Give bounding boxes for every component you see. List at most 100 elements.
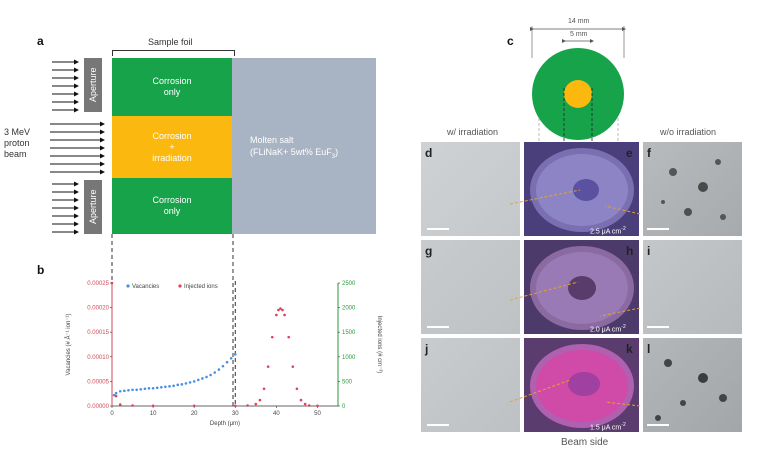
- panel-label-b: b: [37, 263, 45, 277]
- vacancy-point: [168, 385, 171, 388]
- y-right-tick-label: 1000: [342, 355, 356, 361]
- panel-label-j: j: [425, 342, 429, 356]
- irr-line3: irradiation: [152, 152, 192, 163]
- vacancy-point: [192, 380, 196, 383]
- y-right-tick-label: 2500: [342, 281, 356, 287]
- with-irradiation-label: w/ irradiation: [447, 127, 499, 137]
- panel-label-a: a: [37, 34, 44, 48]
- sample-foil-bracket: [112, 50, 235, 56]
- injected-ion-point: [295, 387, 299, 391]
- vacancy-point: [229, 356, 233, 360]
- y-left-tick-label: 0.00020: [87, 306, 109, 312]
- panel-label-g: g: [425, 244, 433, 258]
- vacancy-point: [196, 378, 200, 382]
- injected-ion-point: [307, 404, 311, 407]
- injected-ion-point: [233, 404, 237, 408]
- molten-salt-line1: Molten salt: [250, 135, 294, 145]
- injected-ion-point: [275, 313, 278, 317]
- panel-label-f: f: [647, 146, 651, 160]
- beam-arrows: [50, 59, 105, 235]
- injected-ion-point: [270, 335, 274, 339]
- y-axis-label-right: Injected ions (# cm⁻³): [376, 316, 382, 374]
- legend-marker: [126, 284, 130, 288]
- outer-dim-label: 14 mm: [568, 18, 590, 25]
- injected-ion-point: [118, 403, 122, 406]
- beam-label-line1: 3 MeV: [4, 127, 31, 137]
- vacancy-point: [135, 388, 138, 392]
- photo-e: [524, 142, 639, 236]
- injected-ion-point: [151, 404, 155, 408]
- vacancy-point: [184, 382, 188, 385]
- injected-ion-point: [299, 398, 303, 402]
- x-tick-label: 20: [191, 411, 198, 417]
- x-tick-label: 50: [314, 411, 321, 417]
- irr-line1: Corrosion: [152, 130, 192, 141]
- y-right-tick-label: 500: [342, 379, 353, 385]
- vacancy-point: [127, 388, 130, 392]
- y-right-tick-label: 2000: [342, 306, 356, 312]
- panel-label-k: k: [626, 342, 633, 356]
- legend-label: Injected ions: [184, 284, 218, 290]
- micrograph-j: [421, 338, 520, 432]
- current-e-text: 2.5 μA cm: [590, 228, 622, 236]
- vacancy-point: [217, 368, 221, 371]
- current-k-text: 1.5 μA cm: [590, 424, 622, 432]
- vacancy-point: [123, 389, 126, 393]
- current-h-label: 2.0 μA cm-2: [590, 324, 626, 333]
- vacancy-point: [143, 387, 147, 391]
- y-left-tick-label: 0.00005: [87, 379, 109, 385]
- scale-bar-i: [647, 326, 669, 328]
- scale-bar-l: [647, 424, 669, 426]
- injected-ion-point: [110, 281, 114, 285]
- micrograph-f: [643, 142, 742, 236]
- vacancy-point: [225, 360, 229, 364]
- photo-k: [524, 338, 639, 432]
- current-e-sup: -2: [621, 226, 626, 232]
- scale-bar-d: [427, 228, 449, 230]
- injected-ion-point: [291, 365, 295, 368]
- injected-ion-point: [266, 365, 270, 368]
- injected-ion-point: [283, 313, 286, 317]
- corrosion-only-top-region: Corrosion only: [112, 58, 232, 116]
- photo-h: [524, 240, 639, 334]
- molten-salt-line2: (FLiNaK+ 5wt% EuF: [250, 147, 332, 157]
- injected-ion-point: [262, 387, 266, 391]
- y-left-tick-label: 0.00000: [87, 404, 109, 410]
- x-tick-label: 40: [273, 411, 280, 417]
- injected-ion-point: [303, 402, 307, 406]
- y-left-tick-label: 0.00025: [87, 281, 109, 287]
- panel-label-h: h: [626, 244, 634, 258]
- vacancy-point: [209, 373, 212, 377]
- sample-diagram: [530, 26, 626, 148]
- corrosion-top-line1: Corrosion: [152, 76, 192, 86]
- y-right-tick-label: 1500: [342, 330, 356, 336]
- vacancy-point: [176, 383, 180, 387]
- vacancy-point: [131, 388, 134, 392]
- beam-label-line3: beam: [4, 149, 27, 159]
- micrograph-g: [421, 240, 520, 334]
- vacancy-point: [221, 364, 225, 368]
- injected-ion-point: [114, 394, 118, 398]
- x-tick-label: 30: [232, 411, 239, 417]
- corrosion-top-line2: only: [163, 87, 181, 97]
- vacancy-point: [112, 393, 116, 397]
- x-tick-label: 0: [110, 411, 114, 417]
- sample-foil-label: Sample foil: [148, 37, 193, 47]
- vacancy-point: [201, 377, 204, 380]
- current-h-text: 2.0 μA cm: [590, 326, 622, 334]
- vacancy-point: [151, 386, 155, 390]
- x-axis-label: Depth (μm): [210, 421, 240, 427]
- vacancy-point: [147, 386, 151, 390]
- beam-label: 3 MeV proton beam: [4, 127, 30, 160]
- irr-line2: +: [169, 141, 175, 152]
- legend-label: Vacancies: [132, 284, 159, 290]
- current-h-sup: -2: [621, 324, 626, 330]
- molten-salt-sub: 3: [331, 153, 336, 160]
- injected-ion-point: [258, 398, 262, 402]
- sample-disc-inner: [564, 80, 592, 108]
- micrograph-d: [421, 142, 520, 236]
- inner-dim-label: 5 mm: [570, 31, 588, 38]
- vacancy-point: [233, 353, 237, 356]
- vacancy-point: [139, 387, 143, 391]
- current-k-sup: -2: [621, 422, 626, 428]
